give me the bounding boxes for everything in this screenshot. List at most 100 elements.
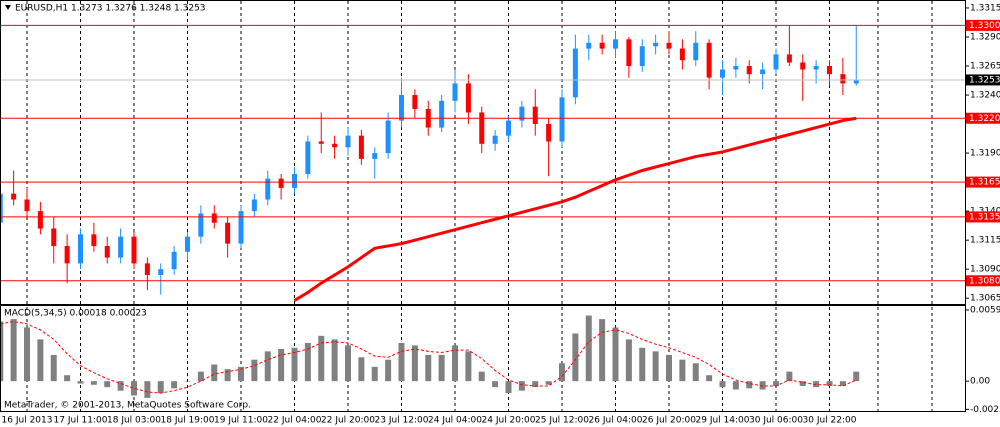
macd-bar [304, 342, 311, 382]
macd-bar [291, 347, 298, 382]
menu-arrow[interactable] [5, 5, 11, 10]
level-label: 1.3135 [969, 212, 1000, 222]
macd-bar [826, 381, 833, 386]
macd-bar [358, 357, 365, 382]
macd-bar [10, 319, 17, 382]
x-tick-label: 26 Jul 04:00 [589, 416, 643, 426]
macd-bar [465, 351, 472, 382]
level-box [966, 275, 1000, 287]
last-price-box [966, 74, 1000, 86]
y-tick-label: 0.00 [970, 377, 990, 387]
candle-body [37, 211, 43, 229]
candle-body [24, 199, 30, 212]
macd-bar [706, 375, 713, 382]
candle-body [0, 193, 3, 223]
candle-body [118, 236, 124, 258]
level-label: 1.3080 [969, 276, 1000, 286]
macd-bar [572, 333, 579, 382]
candle-body [532, 106, 538, 125]
candle-body [305, 141, 311, 174]
x-tick-label: 18 Jul 19:00 [161, 416, 215, 426]
candle-body [800, 62, 806, 70]
candle-body [51, 228, 57, 246]
candle-body [720, 69, 725, 78]
macd-bar [545, 381, 552, 385]
candle-body [439, 100, 445, 128]
candle-body [666, 42, 672, 49]
y-tick-label: 0.00597 [970, 305, 1000, 315]
macd-panel [0, 315, 860, 398]
candle-body [185, 236, 190, 252]
macd-bar [264, 351, 271, 382]
candle-body [679, 48, 685, 61]
level-label: 1.3165 [969, 178, 1000, 188]
candle-body [613, 39, 618, 49]
candle-body [813, 66, 819, 70]
x-tick-label: 24 Jul 20:00 [482, 416, 536, 426]
macd-bar [652, 351, 659, 382]
macd-bar [184, 381, 191, 382]
level-label: 1.3220 [969, 114, 1000, 124]
candle-body [452, 83, 458, 101]
macd-bar [639, 347, 646, 382]
macd-bar [478, 371, 485, 382]
y-tick-label: 1.3290 [970, 32, 1000, 42]
y-tick-label: 1.3190 [970, 149, 1000, 159]
candle-body [318, 141, 324, 144]
macd-bar [251, 359, 258, 382]
candle-body [599, 42, 605, 49]
macd-bar [786, 371, 793, 382]
copyright: MetaTrader, © 2001-2013, MetaQuotes Soft… [4, 401, 251, 411]
macd-bar [37, 339, 44, 382]
candle-body [773, 54, 779, 70]
macd-bar [773, 381, 779, 386]
x-tick-label: 19 Jul 11:00 [214, 416, 268, 426]
x-tick-label: 22 Jul 20:00 [321, 416, 375, 426]
y-tick-label: 1.3115 [970, 236, 1000, 246]
candle-body [64, 245, 70, 264]
macd-bar [90, 381, 97, 385]
macd-bar [599, 319, 606, 382]
candle-body [639, 46, 645, 67]
macd-bar [452, 345, 458, 382]
candle-body [733, 66, 739, 70]
level-label: 1.3300 [969, 21, 1000, 31]
macd-bar [0, 321, 4, 382]
macd-bar [679, 359, 686, 382]
candle-body [292, 173, 297, 188]
macd-bar [104, 381, 111, 388]
macd-bar [144, 381, 151, 398]
candle-body [840, 74, 846, 84]
macd-bar [238, 366, 244, 382]
x-tick-label: 16 Jul 2013 [2, 416, 53, 426]
candle-body [786, 54, 792, 63]
signal-line [0, 321, 857, 394]
candle-body [278, 178, 284, 188]
candle-body [345, 135, 351, 148]
y-tick-label: 1.3315 [970, 3, 1000, 13]
chart-title: EURUSD,H1 1.3273 1.3276 1.3248 1.3253 [15, 4, 206, 14]
macd-bar [197, 371, 204, 382]
y-tick-label: -0.00236 [970, 405, 1000, 415]
candle-body [559, 97, 565, 142]
candle-body [853, 79, 859, 84]
macd-bar [77, 381, 84, 384]
candle-body [385, 120, 391, 154]
level-box [966, 211, 1000, 223]
macd-bar [612, 327, 619, 382]
macd-bar [492, 381, 499, 388]
x-tick-label: 29 Jul 14:00 [696, 416, 750, 426]
candle-body [211, 213, 217, 223]
macd-bar [224, 369, 231, 382]
candle-body [265, 178, 271, 200]
last-price-label: 1.3253 [969, 75, 1000, 85]
candle-body [11, 193, 17, 200]
candle-body [412, 95, 418, 109]
candle-body [104, 245, 110, 258]
macd-bar [532, 381, 539, 388]
candle-body [171, 251, 177, 270]
candle-body [760, 69, 766, 75]
y-tick-label: 1.3065 [970, 294, 1000, 304]
